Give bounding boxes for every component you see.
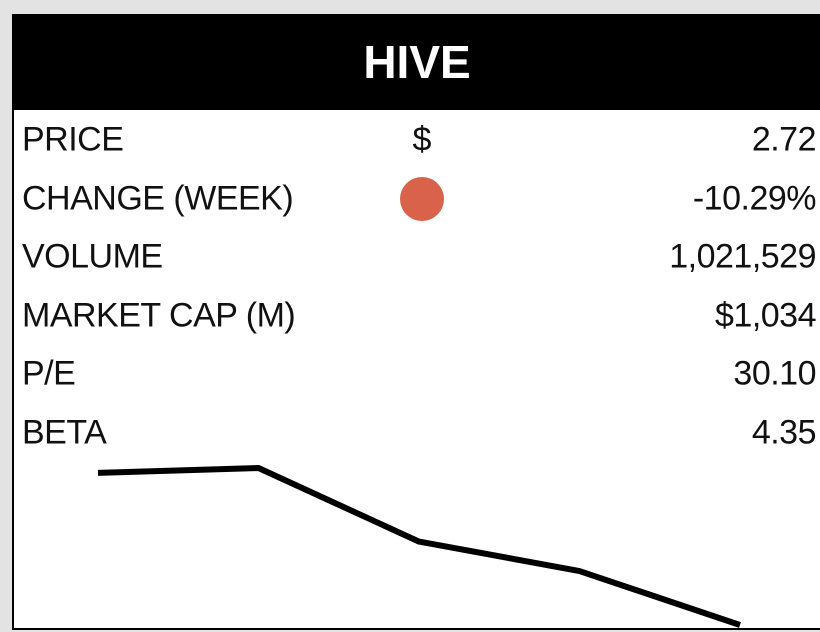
row-label: P/E: [22, 354, 76, 393]
row-value: -10.29%: [692, 179, 817, 217]
row-label: VOLUME: [22, 237, 163, 276]
indicator-dot: [400, 176, 444, 221]
row-value: 4.35: [751, 413, 817, 451]
data-row: CHANGE (WEEK) -10.29%: [14, 170, 820, 228]
row-label: MARKET CAP (M): [22, 296, 296, 334]
row-label: BETA: [22, 413, 107, 451]
row-value: 2.72: [751, 120, 817, 159]
data-row: VOLUME 1,021,529: [14, 228, 820, 286]
data-row: P/E 30.10: [14, 345, 820, 403]
stock-card: HIVE PRICE $2.72 CHANGE (WEEK) -10.29% VOLUM…: [12, 14, 820, 630]
row-value: $1,034: [715, 296, 817, 334]
row-value: 30.10: [733, 354, 816, 393]
row-label: CHANGE (WEEK): [22, 179, 294, 217]
row-value: 1,021,529: [669, 237, 816, 276]
data-row: MARKET CAP (M) $1,034: [14, 287, 820, 345]
data-row: PRICE $2.72: [22, 120, 817, 159]
data-row: BETA 4.35: [14, 404, 820, 462]
sparkline-line: [97, 465, 741, 628]
row-label: PRICE: [22, 120, 124, 159]
card-title: HIVE: [14, 14, 820, 110]
